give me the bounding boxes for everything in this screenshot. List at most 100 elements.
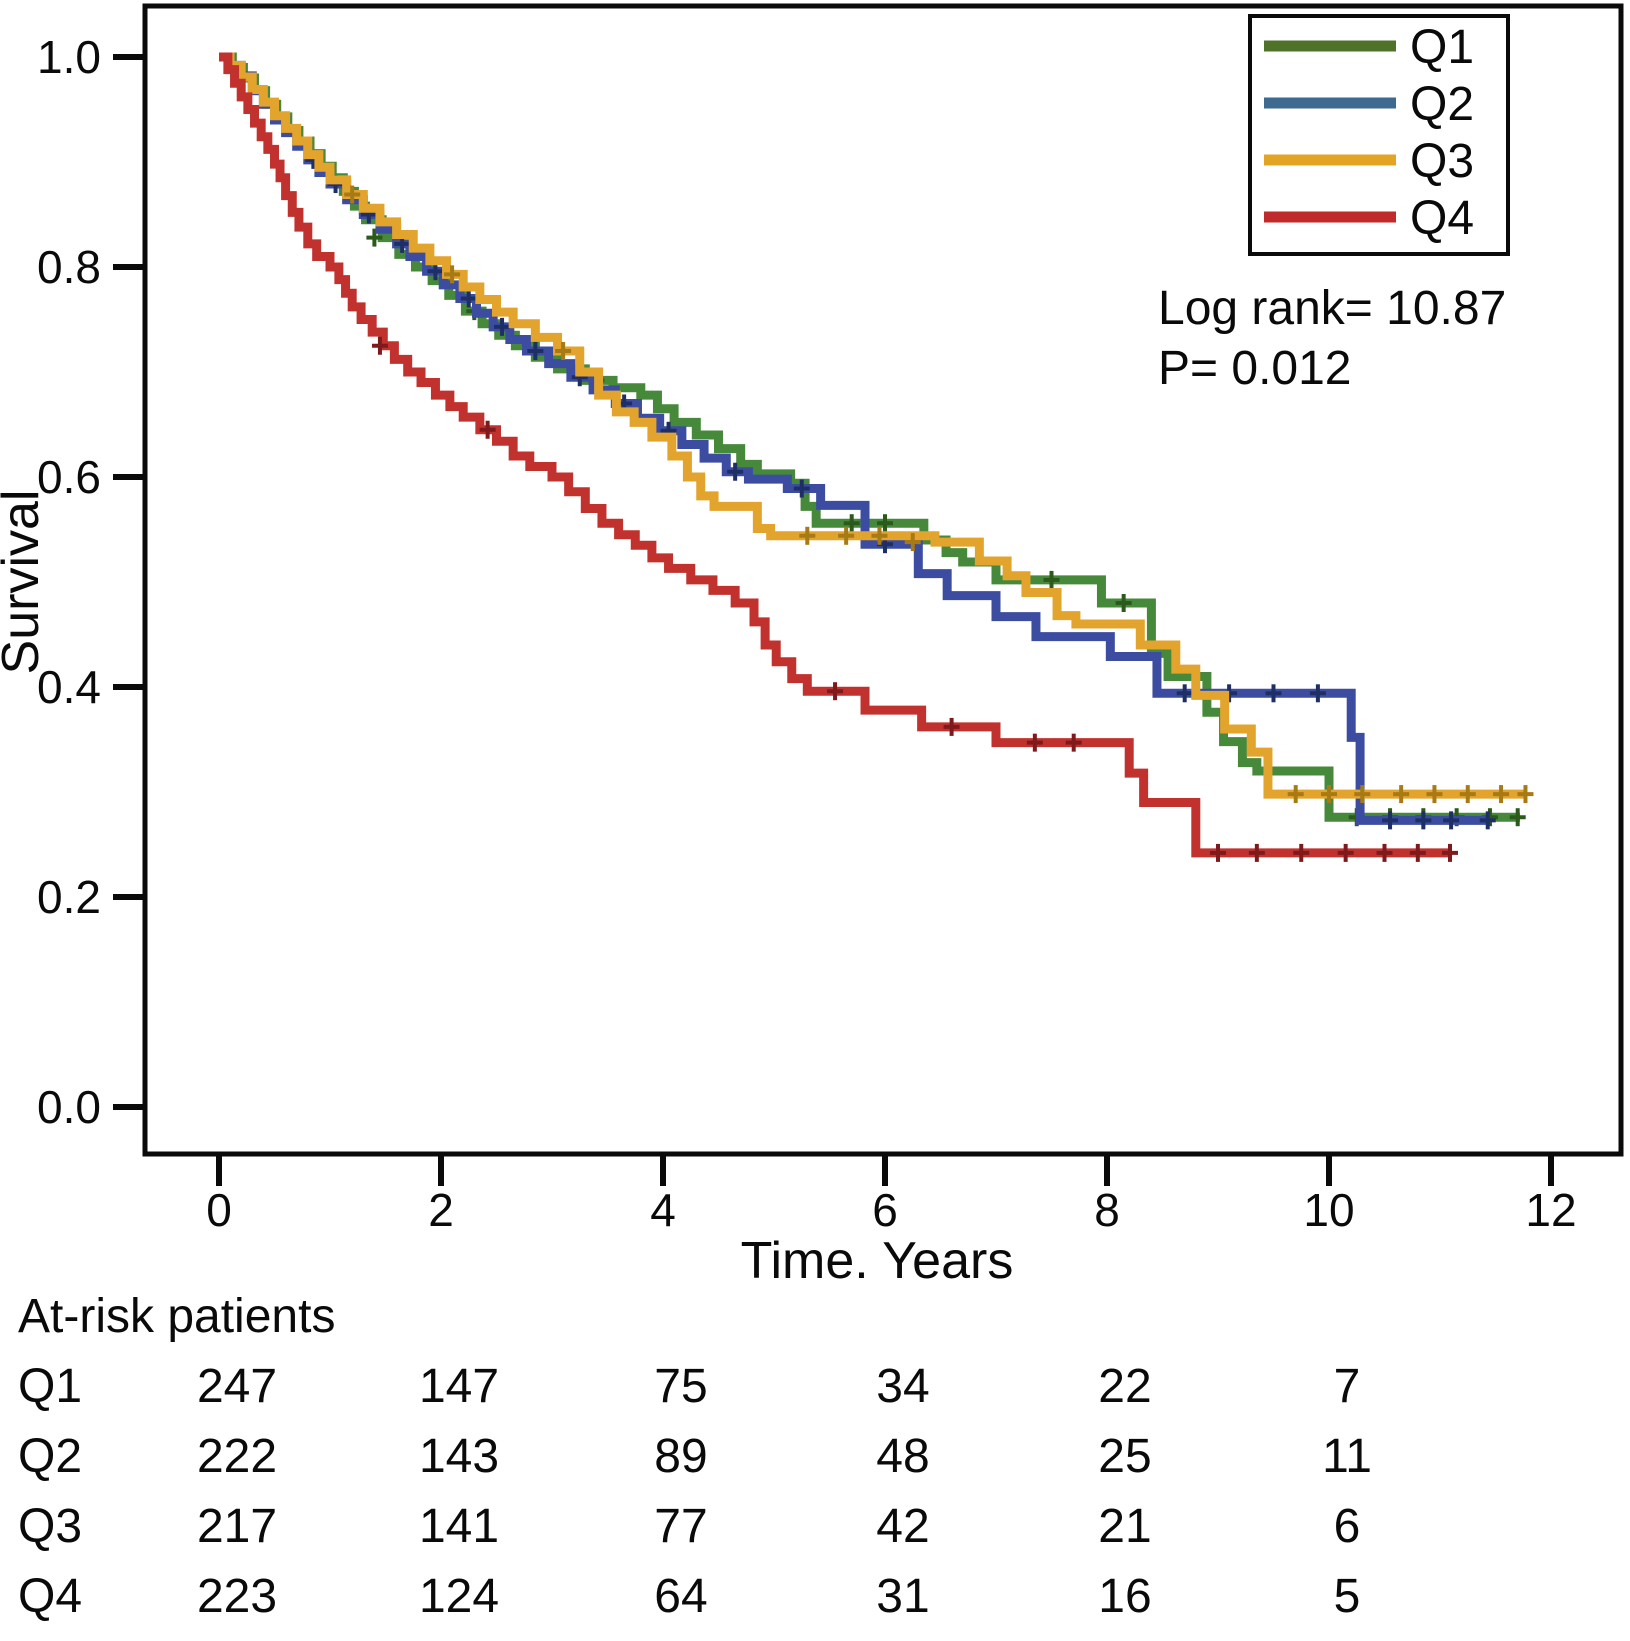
censor-mark-q4	[479, 420, 496, 439]
censor-mark-q3	[838, 526, 855, 545]
censor-mark-q4	[1026, 733, 1043, 752]
censor-mark-q4	[1337, 843, 1354, 862]
censor-mark-q1	[1115, 594, 1132, 612]
at-risk-value-q2-t10: 11	[1322, 1430, 1372, 1483]
at-risk-value-q2-t8: 25	[1098, 1430, 1151, 1483]
at-risk-rows: Q1 247 147 75 34 22 7 Q2 222 143 89 48 25 11 Q3 217 141 7…	[18, 1360, 1372, 1623]
y-tick-label: 0.8	[37, 241, 101, 293]
at-risk-value-q1-t8: 22	[1098, 1360, 1151, 1413]
censor-mark-q2	[793, 479, 810, 498]
at-risk-value-q4-t4: 64	[654, 1570, 707, 1623]
x-tick-label: 8	[1094, 1184, 1120, 1236]
at-risk-value-q1-t2: 147	[419, 1360, 499, 1413]
censor-mark-q2	[1309, 684, 1326, 703]
censor-mark-q3	[1493, 785, 1510, 804]
x-tick-label: 2	[428, 1184, 454, 1236]
censor-mark-q3	[1459, 785, 1476, 804]
at-risk-value-q3-t8: 21	[1098, 1500, 1151, 1553]
censor-mark-q4	[1441, 843, 1458, 862]
x-tick-label: 4	[650, 1184, 676, 1236]
y-tick-label: 0.2	[37, 871, 101, 923]
y-axis-ticks: 0.0 0.2 0.4 0.6 0.8 1.0	[37, 31, 145, 1133]
censor-mark-q1	[843, 514, 860, 533]
legend-label-q4: Q4	[1410, 192, 1474, 245]
at-risk-table: At-risk patients Q1 247 147 75 34 22 7 Q2 222 143…	[18, 1290, 1372, 1623]
y-tick-label: 0.0	[37, 1081, 101, 1133]
at-risk-row-label-q3: Q3	[18, 1500, 82, 1553]
at-risk-value-q1-t4: 75	[654, 1360, 707, 1413]
at-risk-value-q4-t10: 5	[1334, 1570, 1361, 1623]
censor-mark-q2	[1265, 684, 1282, 703]
censor-mark-q2	[527, 342, 544, 360]
censor-mark-q2	[1443, 811, 1460, 830]
at-risk-value-q4-t6: 31	[876, 1570, 929, 1623]
x-tick-label: 0	[206, 1184, 232, 1236]
censor-mark-q4	[1065, 733, 1082, 752]
at-risk-value-q2-t6: 48	[876, 1430, 929, 1483]
at-risk-value-q2-t0: 222	[197, 1430, 277, 1483]
censor-mark-q4	[1376, 843, 1393, 862]
survival-curves	[219, 52, 1534, 862]
censor-mark-q4	[371, 336, 388, 355]
censor-mark-q1	[1043, 570, 1060, 589]
censor-mark-q3	[344, 185, 361, 204]
survival-curve-q2	[219, 52, 1488, 825]
censor-mark-q3	[1393, 785, 1410, 804]
legend-label-q2: Q2	[1410, 78, 1474, 131]
censor-mark-q1	[877, 514, 893, 533]
at-risk-value-q3-t2: 141	[419, 1500, 499, 1553]
at-risk-row-label-q2: Q2	[18, 1430, 82, 1483]
censor-mark-q4	[1248, 843, 1265, 862]
censor-mark-q2	[460, 289, 477, 308]
at-risk-value-q1-t6: 34	[876, 1360, 929, 1413]
at-risk-value-q4-t2: 124	[419, 1570, 499, 1623]
x-axis-title: Time. Years	[741, 1232, 1014, 1290]
at-risk-value-q1-t0: 247	[197, 1360, 277, 1413]
y-tick-label: 0.4	[37, 661, 101, 713]
at-risk-value-q4-t0: 223	[197, 1570, 277, 1623]
pvalue-annotation: P= 0.012	[1158, 342, 1352, 395]
censor-mark-q3	[871, 526, 888, 545]
survival-curve-q4	[219, 52, 1450, 858]
censor-mark-q4	[1409, 843, 1426, 862]
at-risk-value-q2-t2: 143	[419, 1430, 499, 1483]
at-risk-row-label-q1: Q1	[18, 1360, 82, 1413]
at-risk-table-title: At-risk patients	[18, 1290, 335, 1343]
censor-mark-q3	[1426, 785, 1443, 804]
censor-mark-q2	[1382, 811, 1399, 830]
legend-label-q3: Q3	[1410, 135, 1474, 188]
censor-mark-q1	[366, 228, 383, 247]
logrank-annotation: Log rank= 10.87	[1158, 282, 1506, 335]
at-risk-value-q3-t0: 217	[197, 1500, 277, 1553]
x-tick-label: 12	[1525, 1184, 1576, 1236]
censor-mark-q2	[1176, 684, 1193, 703]
censor-mark-q3	[1354, 785, 1371, 804]
at-risk-value-q3-t10: 6	[1334, 1500, 1361, 1553]
y-tick-label: 0.6	[37, 451, 101, 503]
x-tick-label: 10	[1303, 1184, 1354, 1236]
censor-mark-q3	[1517, 785, 1534, 804]
at-risk-value-q1-t10: 7	[1334, 1360, 1361, 1413]
at-risk-row-label-q4: Q4	[18, 1570, 82, 1623]
y-tick-label: 1.0	[37, 31, 101, 83]
censor-mark-q2	[1479, 811, 1496, 830]
censor-mark-q2	[1415, 811, 1432, 830]
at-risk-value-q3-t6: 42	[876, 1500, 929, 1553]
censor-mark-q4	[1293, 843, 1310, 862]
censor-mark-q4	[827, 682, 844, 701]
at-risk-value-q4-t8: 16	[1098, 1570, 1151, 1623]
censor-mark-q4	[1210, 843, 1226, 862]
legend-label-q1: Q1	[1410, 21, 1474, 74]
at-risk-value-q2-t4: 89	[654, 1430, 707, 1483]
at-risk-value-q3-t4: 77	[654, 1500, 707, 1553]
censor-mark-q3	[799, 526, 816, 545]
censor-mark-q1	[1509, 808, 1526, 827]
y-axis-title: Survival	[0, 490, 50, 675]
censor-mark-q3	[904, 533, 921, 552]
x-axis-ticks: 0 2 4 6 8 10 12	[206, 1154, 1577, 1236]
censor-mark-q2	[494, 317, 511, 336]
